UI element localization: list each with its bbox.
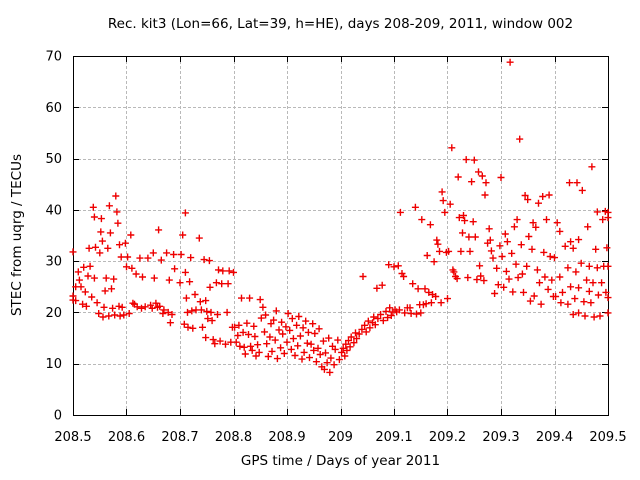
y-tick-label: 50 (45, 152, 62, 167)
x-tick-label: 209.1 (375, 430, 412, 445)
x-tick-label: 209.2 (429, 430, 466, 445)
x-tick-label: 208.6 (108, 430, 145, 445)
tick-labels: 208.5 208.6 208.7 208.8 208.9 209 209.1 209.2 20… (45, 50, 626, 446)
data-points (69, 58, 612, 376)
x-tick-label: 208.7 (161, 430, 198, 445)
x-tick-label: 208.5 (54, 430, 91, 445)
x-tick-label: 208.9 (268, 430, 305, 445)
x-axis-label: GPS time / Days of year 2011 (240, 453, 441, 469)
y-axis-label: STEC from uqrg / TECUs (9, 153, 25, 317)
plot-border-and-ticks (73, 56, 609, 416)
x-tick-label: 209.4 (536, 430, 573, 445)
x-tick-label: 208.8 (215, 430, 252, 445)
y-tick-label: 30 (45, 255, 62, 270)
x-tick-label: 209 (328, 430, 353, 445)
y-tick-label: 0 (54, 409, 62, 424)
x-tick-label: 209.5 (589, 430, 626, 445)
chart-title: Rec. kit3 (Lon=66, Lat=39, h=HE), days 2… (107, 16, 574, 32)
x-tick-label: 209.3 (482, 430, 519, 445)
gridlines (73, 56, 608, 415)
y-tick-label: 60 (45, 101, 62, 116)
y-tick-label: 40 (45, 203, 62, 218)
scatter-markers (69, 58, 612, 376)
y-tick-label: 10 (45, 357, 62, 372)
y-tick-label: 70 (45, 50, 62, 65)
y-tick-label: 20 (45, 306, 62, 321)
